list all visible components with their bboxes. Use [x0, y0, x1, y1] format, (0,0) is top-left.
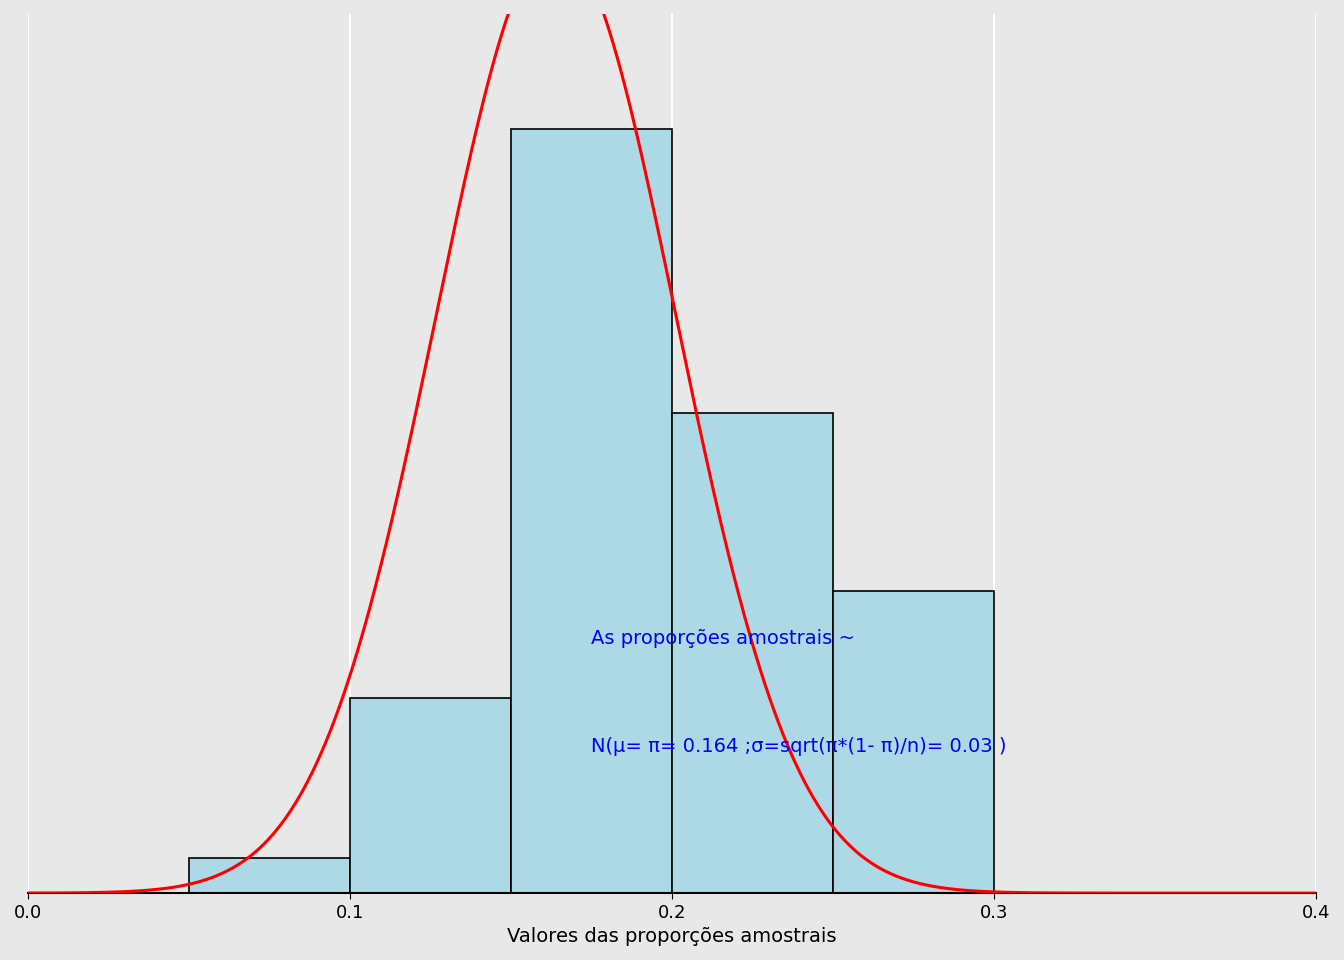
Bar — [511, 129, 672, 893]
Bar — [833, 590, 995, 893]
Text: As proporções amostrais ~: As proporções amostrais ~ — [591, 630, 855, 648]
Bar — [190, 857, 349, 893]
Text: N(μ= π= 0.164 ;σ=sqrt(π*(1- π)/n)= 0.03 ): N(μ= π= 0.164 ;σ=sqrt(π*(1- π)/n)= 0.03 … — [591, 736, 1007, 756]
Bar — [672, 413, 833, 893]
Bar — [349, 698, 511, 893]
X-axis label: Valores das proporções amostrais: Valores das proporções amostrais — [507, 927, 837, 947]
